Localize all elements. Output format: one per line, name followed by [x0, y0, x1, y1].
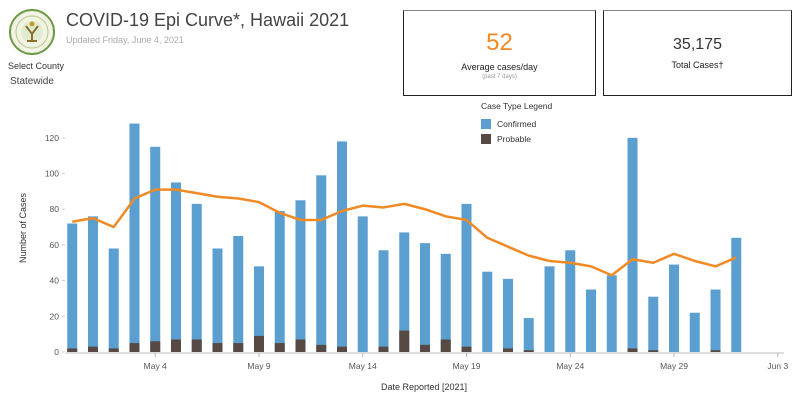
bar-confirmed[interactable]	[295, 200, 306, 352]
bar-probable[interactable]	[316, 344, 327, 352]
y-axis-title: Number of Cases	[18, 192, 28, 263]
total-cases-value: 35,175	[673, 36, 722, 53]
updated-date: Updated Friday, June 4, 2021	[66, 35, 184, 45]
bar-confirmed[interactable]	[482, 271, 493, 352]
x-axis: May 4 May 9 May 14 May 19 May 24 May 29 Jun 3	[66, 352, 788, 371]
bar-probable[interactable]	[108, 348, 119, 352]
bar-confirmed[interactable]	[440, 253, 451, 352]
bar-confirmed[interactable]	[108, 248, 119, 352]
y-tick-label: 60	[50, 240, 60, 250]
probable-swatch	[481, 133, 491, 144]
bar-probable[interactable]	[129, 343, 140, 352]
y-tick-label: 0	[54, 347, 59, 357]
legend-label-confirmed: Confirmed	[497, 118, 537, 129]
bar-confirmed[interactable]	[253, 266, 264, 352]
bar-confirmed[interactable]	[150, 146, 161, 352]
legend-item-probable[interactable]: Probable	[481, 131, 552, 146]
bar-confirmed[interactable]	[378, 250, 389, 352]
bar-probable[interactable]	[710, 350, 721, 352]
bar-probable[interactable]	[67, 348, 78, 352]
bar-probable[interactable]	[150, 341, 161, 352]
bar-probable[interactable]	[233, 343, 244, 352]
bar-probable[interactable]	[627, 348, 638, 352]
bar-confirmed[interactable]	[233, 236, 244, 352]
bar-confirmed[interactable]	[523, 318, 534, 352]
y-tick-label: 80	[50, 204, 60, 214]
legend-item-confirmed[interactable]: Confirmed	[481, 116, 552, 131]
average-cases-value: 52	[486, 29, 513, 56]
page-title: COVID-19 Epi Curve*, Hawaii 2021	[66, 10, 350, 30]
bar-confirmed[interactable]	[544, 266, 555, 352]
bar-probable[interactable]	[253, 335, 264, 352]
bar-probable[interactable]	[87, 346, 98, 352]
bar-probable[interactable]	[420, 344, 430, 352]
x-tick-label: May 9	[247, 361, 270, 371]
bar-confirmed[interactable]	[170, 182, 181, 352]
case-type-legend: Case Type Legend Confirmed Probable	[481, 101, 552, 146]
bar-confirmed[interactable]	[399, 232, 410, 352]
bar-probable[interactable]	[170, 339, 181, 352]
x-tick-label: May 14	[349, 361, 377, 371]
bar-confirmed[interactable]	[357, 216, 368, 352]
x-tick-label: May 24	[556, 361, 584, 371]
average-cases-sublabel: (past 7 days)	[482, 74, 517, 80]
bar-confirmed[interactable]	[316, 175, 327, 352]
bar-probable[interactable]	[503, 348, 514, 352]
x-tick-label: May 19	[453, 361, 481, 371]
bar-confirmed[interactable]	[731, 237, 742, 352]
x-axis-title: Date Reported [2021]	[381, 382, 467, 392]
bar-confirmed[interactable]	[606, 275, 617, 352]
bar-confirmed[interactable]	[689, 312, 700, 352]
bar-confirmed[interactable]	[461, 203, 472, 352]
bar-probable[interactable]	[399, 330, 410, 352]
y-tick-label: 100	[45, 169, 59, 179]
bar-confirmed[interactable]	[710, 289, 721, 352]
bar-probable[interactable]	[461, 346, 472, 352]
bar-confirmed[interactable]	[586, 289, 597, 352]
average-cases-card: 52 Average cases/day (past 7 days)	[403, 10, 596, 96]
x-tick-label: Jun 3	[767, 361, 788, 371]
bar-confirmed[interactable]	[627, 137, 638, 352]
bar-confirmed[interactable]	[420, 243, 430, 352]
y-tick-label: 40	[50, 276, 60, 286]
bar-probable[interactable]	[523, 350, 534, 352]
legend-label-probable: Probable	[497, 133, 532, 144]
x-tick-label: May 4	[144, 361, 167, 371]
average-cases-label: Average cases/day	[461, 62, 538, 72]
bar-probable[interactable]	[274, 343, 285, 352]
bar-probable[interactable]	[295, 339, 306, 352]
x-tick-label: May 29	[660, 361, 688, 371]
legend-title: Case Type Legend	[481, 101, 553, 111]
bar-probable[interactable]	[336, 346, 347, 352]
total-cases-card: 35,175 Total Cases†	[603, 10, 792, 96]
bar-probable[interactable]	[440, 339, 451, 352]
county-filter-select[interactable]: Statewide	[10, 76, 54, 87]
bar-probable[interactable]	[648, 350, 659, 352]
bars-group	[67, 123, 742, 352]
bar-confirmed[interactable]	[503, 278, 514, 352]
bar-confirmed[interactable]	[565, 250, 576, 352]
bar-confirmed[interactable]	[87, 216, 98, 352]
bar-confirmed[interactable]	[274, 211, 285, 352]
bar-confirmed[interactable]	[129, 123, 140, 352]
bar-confirmed[interactable]	[67, 223, 78, 352]
confirmed-swatch	[481, 118, 491, 129]
y-axis: 0 20 40 60 80 100 120	[45, 133, 65, 357]
bar-probable[interactable]	[212, 343, 223, 352]
bar-probable[interactable]	[191, 339, 202, 352]
average-line-group	[72, 188, 737, 277]
bar-confirmed[interactable]	[212, 248, 223, 352]
hawaii-doh-seal-logo	[8, 8, 56, 56]
bar-confirmed[interactable]	[669, 264, 680, 352]
y-tick-label: 120	[45, 133, 59, 143]
bar-probable[interactable]	[378, 346, 389, 352]
bar-confirmed[interactable]	[648, 296, 659, 352]
seven-day-average-line	[72, 188, 737, 277]
bar-confirmed[interactable]	[336, 141, 347, 352]
bar-confirmed[interactable]	[191, 203, 202, 352]
y-tick-label: 20	[50, 311, 60, 321]
county-filter-label: Select County	[8, 61, 65, 71]
total-cases-label: Total Cases†	[671, 60, 724, 70]
